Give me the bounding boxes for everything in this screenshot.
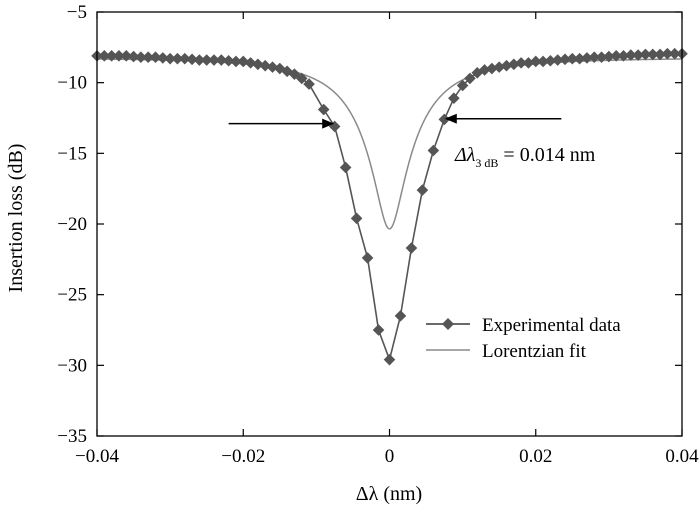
legend: Experimental data Lorentzian fit bbox=[426, 315, 621, 362]
y-tick-label: −35 bbox=[57, 426, 87, 447]
data-point bbox=[405, 242, 418, 254]
data-point bbox=[486, 62, 498, 75]
y-axis-label: Insertion loss (dB) bbox=[5, 144, 27, 293]
data-point bbox=[522, 57, 535, 69]
data-point bbox=[237, 55, 250, 68]
y-tick-label: −5 bbox=[67, 2, 87, 23]
data-point bbox=[142, 51, 154, 64]
data-point bbox=[339, 161, 352, 174]
experimental-line bbox=[97, 52, 682, 363]
data-point bbox=[171, 52, 184, 65]
data-point bbox=[135, 51, 147, 64]
data-point bbox=[581, 52, 593, 64]
data-point bbox=[573, 52, 586, 65]
data-point bbox=[215, 54, 228, 66]
data-point bbox=[654, 48, 666, 61]
data-point bbox=[244, 57, 257, 69]
y-tick-label: −15 bbox=[57, 143, 87, 164]
x-tick-label: 0.02 bbox=[519, 446, 552, 467]
data-point bbox=[127, 50, 140, 63]
data-point bbox=[515, 57, 527, 69]
data-point bbox=[200, 54, 213, 66]
x-tick-label: −0.04 bbox=[75, 446, 119, 467]
bandwidth-annotation-symbol: Δλ bbox=[454, 144, 476, 166]
data-point bbox=[98, 50, 111, 62]
x-axis-label: Δλ (nm) bbox=[356, 483, 422, 505]
data-point bbox=[266, 61, 279, 73]
data-point bbox=[164, 52, 176, 65]
data-point bbox=[222, 54, 235, 67]
data-point bbox=[230, 55, 242, 68]
data-point bbox=[259, 59, 271, 72]
data-point bbox=[500, 59, 513, 72]
data-point bbox=[372, 324, 385, 336]
data-point bbox=[493, 61, 505, 73]
data-layer bbox=[91, 47, 688, 366]
data-point bbox=[559, 53, 571, 66]
x-tick-label: −0.02 bbox=[221, 446, 265, 467]
data-point bbox=[603, 50, 615, 63]
data-point bbox=[317, 103, 330, 116]
data-point bbox=[464, 72, 476, 85]
bandwidth-annotation-subscript: 3 dB bbox=[475, 156, 498, 170]
data-point bbox=[639, 48, 652, 61]
data-point bbox=[157, 52, 169, 64]
legend-label-experimental: Experimental data bbox=[482, 315, 621, 336]
data-point bbox=[252, 58, 264, 71]
data-point bbox=[595, 51, 608, 64]
data-point bbox=[113, 50, 125, 62]
ticks-layer: −0.04 −0.02 0 0.02 0.04 −5 −10 −15 −20 −25 −30 −35 bbox=[57, 2, 699, 467]
data-point bbox=[149, 51, 162, 64]
data-point bbox=[646, 48, 659, 61]
y-tick-label: −30 bbox=[57, 355, 87, 376]
data-point bbox=[394, 310, 407, 322]
data-point bbox=[208, 54, 220, 66]
y-tick-label: −25 bbox=[57, 285, 87, 306]
data-point bbox=[448, 92, 460, 105]
data-point bbox=[295, 72, 308, 85]
data-point bbox=[566, 52, 579, 65]
data-point bbox=[632, 49, 644, 61]
data-point bbox=[383, 353, 396, 366]
data-point bbox=[186, 53, 198, 66]
plot-frame bbox=[96, 11, 683, 437]
data-point bbox=[427, 144, 440, 157]
data-point bbox=[193, 54, 206, 66]
data-point bbox=[361, 252, 374, 264]
data-point bbox=[456, 79, 469, 92]
data-point bbox=[668, 47, 681, 60]
data-point bbox=[328, 120, 341, 133]
data-point bbox=[120, 50, 133, 62]
bandwidth-annotation: Δλ3 dB = 0.014 nm bbox=[454, 144, 596, 170]
data-point bbox=[537, 55, 549, 68]
data-point bbox=[508, 58, 520, 71]
data-point bbox=[588, 51, 601, 64]
y-tick-label: −20 bbox=[57, 214, 87, 235]
data-point bbox=[416, 184, 429, 196]
data-point bbox=[178, 52, 191, 65]
bandwidth-annotation-value: = 0.014 nm bbox=[498, 144, 595, 166]
data-point bbox=[303, 78, 315, 90]
data-point bbox=[617, 50, 630, 62]
data-point bbox=[610, 50, 622, 62]
data-point bbox=[529, 55, 542, 68]
legend-label-fit: Lorentzian fit bbox=[482, 341, 587, 362]
data-point bbox=[478, 64, 491, 76]
legend-marker-experimental bbox=[442, 318, 454, 330]
y-tick-label: −10 bbox=[57, 73, 87, 94]
data-point bbox=[625, 49, 637, 61]
annotation-layer: Δλ3 dB = 0.014 nm bbox=[228, 113, 596, 170]
axes-layer bbox=[96, 11, 683, 437]
data-point bbox=[105, 50, 118, 62]
data-point bbox=[661, 47, 674, 60]
data-point bbox=[350, 212, 363, 225]
x-tick-label: 0.04 bbox=[665, 446, 699, 467]
data-point bbox=[551, 54, 564, 66]
x-tick-label: 0 bbox=[385, 446, 395, 467]
data-point bbox=[544, 54, 557, 67]
